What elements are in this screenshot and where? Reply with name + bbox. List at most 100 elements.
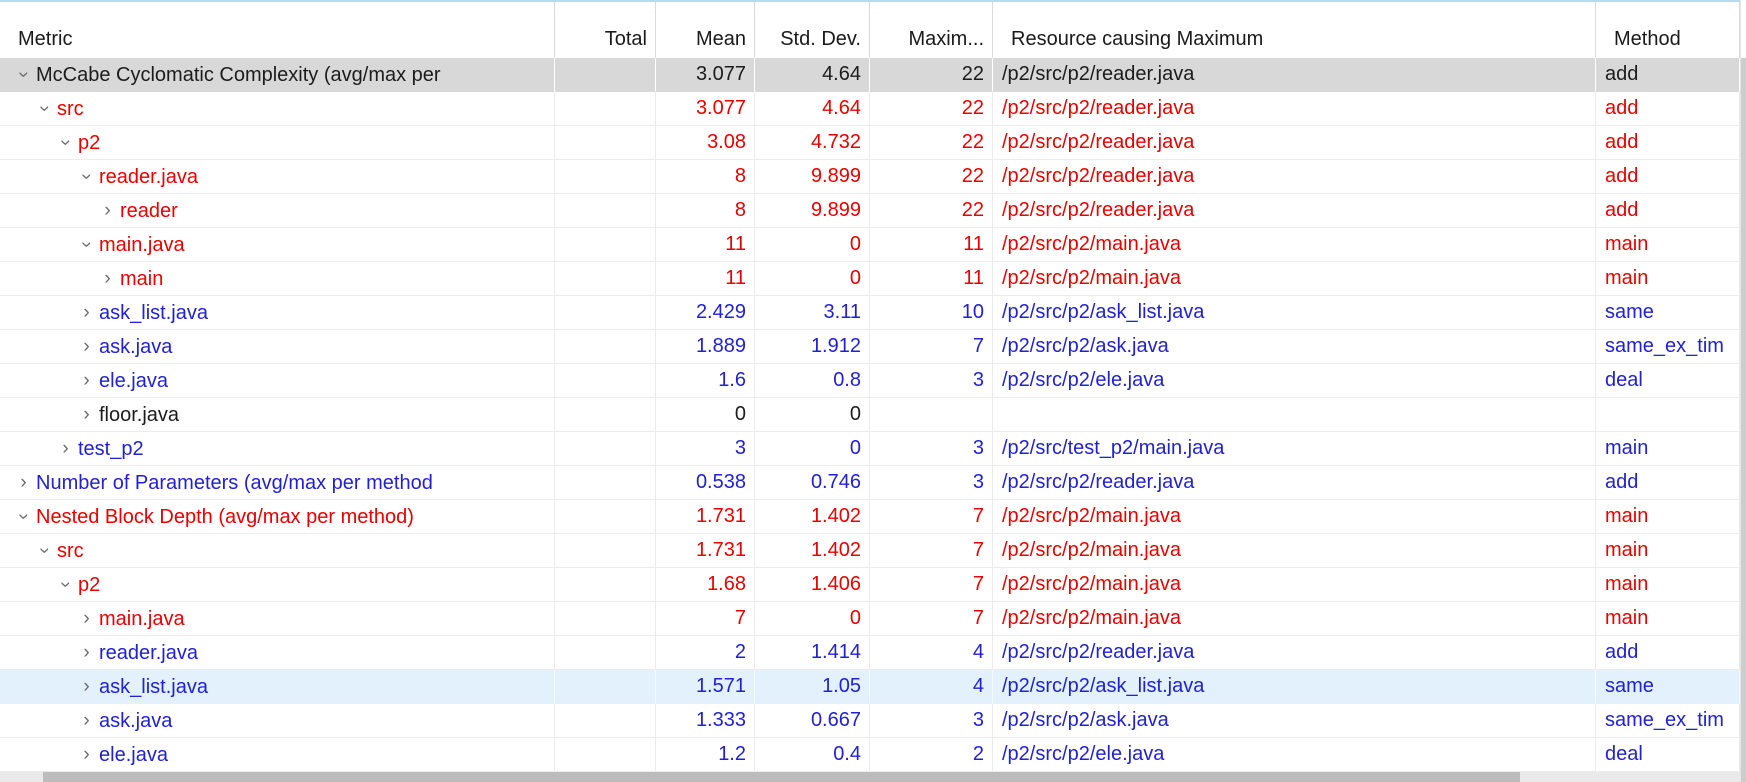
table-row[interactable]: › src 1.731 1.402 7/p2/src/p2/main.java main	[0, 534, 1740, 568]
std-dev-cell: 3.11	[755, 296, 870, 330]
chevron-down-icon[interactable]: ›	[13, 71, 34, 78]
mean-cell: 2	[656, 636, 755, 670]
std-dev-cell: 1.414	[755, 636, 870, 670]
mean-cell: 7	[656, 602, 755, 636]
chevron-right-icon[interactable]: ›	[83, 404, 90, 425]
std-dev-cell: 9.899	[755, 194, 870, 228]
table-row[interactable]: › main.java 7 0 7/p2/src/p2/main.java main	[0, 602, 1740, 636]
maximum-cell: 3	[870, 364, 993, 398]
maximum-cell: 11	[870, 228, 993, 262]
chevron-right-icon[interactable]: ›	[83, 676, 90, 697]
chevron-down-icon[interactable]: ›	[76, 173, 97, 180]
maximum-cell: 3	[870, 432, 993, 466]
metric-label: src	[57, 539, 84, 562]
table-row[interactable]: › ask.java 1.889 1.912 7/p2/src/p2/ask.java s…	[0, 330, 1740, 364]
metric-cell: › p2	[0, 568, 555, 602]
chevron-down-icon[interactable]: ›	[55, 581, 76, 588]
metric-cell: › ask_list.java	[0, 296, 555, 330]
method-cell: main	[1596, 432, 1740, 466]
table-row[interactable]: › floor.java 0 0	[0, 398, 1740, 432]
chevron-right-icon[interactable]: ›	[62, 438, 69, 459]
metric-cell: › test_p2	[0, 432, 555, 466]
resource-cell: /p2/src/p2/ask.java	[993, 330, 1596, 364]
chevron-right-icon[interactable]: ›	[83, 710, 90, 731]
method-cell: deal	[1596, 738, 1740, 772]
column-header-metric[interactable]: Metric	[0, 2, 555, 58]
std-dev-cell: 0	[755, 398, 870, 432]
chevron-right-icon[interactable]: ›	[83, 744, 90, 765]
table-row[interactable]: › main 11 0 11/p2/src/p2/main.java main	[0, 262, 1740, 296]
mean-cell: 11	[656, 228, 755, 262]
vertical-scrollbar-thumb[interactable]	[1741, 58, 1746, 782]
table-row[interactable]: › ele.java 1.2 0.4 2/p2/src/p2/ele.java deal	[0, 738, 1740, 772]
table-row[interactable]: › McCabe Cyclomatic Complexity (avg/max p…	[0, 58, 1740, 92]
table-row[interactable]: › reader 8 9.899 22/p2/src/p2/reader.java add	[0, 194, 1740, 228]
table-row[interactable]: › ele.java 1.6 0.8 3/p2/src/p2/ele.java deal	[0, 364, 1740, 398]
total-cell	[555, 636, 656, 670]
table-row[interactable]: › reader.java 8 9.899 22/p2/src/p2/reader.ja…	[0, 160, 1740, 194]
chevron-down-icon[interactable]: ›	[13, 513, 34, 520]
chevron-right-icon[interactable]: ›	[104, 268, 111, 289]
mean-cell: 1.6	[656, 364, 755, 398]
table-row[interactable]: › src 3.077 4.64 22/p2/src/p2/reader.java add	[0, 92, 1740, 126]
column-header-maximum[interactable]: Maxim...	[870, 2, 993, 58]
chevron-down-icon[interactable]: ›	[34, 547, 55, 554]
horizontal-scrollbar[interactable]	[0, 772, 1740, 782]
table-row[interactable]: › ask_list.java 1.571 1.05 4/p2/src/p2/ask_l…	[0, 670, 1740, 704]
std-dev-cell: 1.402	[755, 500, 870, 534]
std-dev-cell: 1.912	[755, 330, 870, 364]
maximum-cell: 4	[870, 670, 993, 704]
method-cell: add	[1596, 466, 1740, 500]
table-row[interactable]: › p2 3.08 4.732 22/p2/src/p2/reader.java add	[0, 126, 1740, 160]
column-header-std-dev[interactable]: Std. Dev.	[755, 2, 870, 58]
chevron-down-icon[interactable]: ›	[76, 241, 97, 248]
chevron-down-icon[interactable]: ›	[34, 105, 55, 112]
table-row[interactable]: › test_p2 3 0 3/p2/src/test_p2/main.java main	[0, 432, 1740, 466]
table-row[interactable]: › ask.java 1.333 0.667 3/p2/src/p2/ask.java s…	[0, 704, 1740, 738]
metric-label: main.java	[99, 607, 185, 630]
table-row[interactable]: › Nested Block Depth (avg/max per method)…	[0, 500, 1740, 534]
maximum-cell: 22	[870, 92, 993, 126]
metric-cell: › ask_list.java	[0, 670, 555, 704]
table-row[interactable]: › reader.java 2 1.414 4/p2/src/p2/reader.jav…	[0, 636, 1740, 670]
total-cell	[555, 330, 656, 364]
table-body: › McCabe Cyclomatic Complexity (avg/max p…	[0, 58, 1740, 772]
chevron-down-icon[interactable]: ›	[55, 139, 76, 146]
std-dev-cell: 0	[755, 602, 870, 636]
resource-cell: /p2/src/p2/reader.java	[993, 92, 1596, 126]
method-cell: add	[1596, 636, 1740, 670]
metric-label: floor.java	[99, 403, 180, 426]
method-cell	[1596, 398, 1740, 432]
table-row[interactable]: › Number of Parameters (avg/max per metho…	[0, 466, 1740, 500]
column-header-resource[interactable]: Resource causing Maximum	[993, 2, 1596, 58]
method-cell: add	[1596, 160, 1740, 194]
metric-cell: › reader.java	[0, 636, 555, 670]
metric-label: ask_list.java	[99, 675, 208, 698]
maximum-cell	[870, 398, 993, 432]
table-row[interactable]: › ask_list.java 2.429 3.11 10/p2/src/p2/ask_…	[0, 296, 1740, 330]
method-cell: add	[1596, 194, 1740, 228]
maximum-cell: 11	[870, 262, 993, 296]
column-header-mean[interactable]: Mean	[656, 2, 755, 58]
resource-cell: /p2/src/p2/main.java	[993, 262, 1596, 296]
total-cell	[555, 534, 656, 568]
column-header-total[interactable]: Total	[555, 2, 656, 58]
resource-cell: /p2/src/test_p2/main.java	[993, 432, 1596, 466]
metric-cell: › reader.java	[0, 160, 555, 194]
chevron-right-icon[interactable]: ›	[83, 336, 90, 357]
chevron-right-icon[interactable]: ›	[104, 200, 111, 221]
mean-cell: 11	[656, 262, 755, 296]
metric-label: reader.java	[99, 165, 198, 188]
table-row[interactable]: › main.java 11 0 11/p2/src/p2/main.java main	[0, 228, 1740, 262]
vertical-scrollbar[interactable]	[1740, 0, 1746, 782]
method-cell: main	[1596, 262, 1740, 296]
chevron-right-icon[interactable]: ›	[20, 472, 27, 493]
chevron-right-icon[interactable]: ›	[83, 302, 90, 323]
horizontal-scrollbar-thumb[interactable]	[43, 772, 1520, 782]
chevron-right-icon[interactable]: ›	[83, 608, 90, 629]
table-row[interactable]: › p2 1.68 1.406 7/p2/src/p2/main.java main	[0, 568, 1740, 602]
chevron-right-icon[interactable]: ›	[83, 370, 90, 391]
column-header-method[interactable]: Method	[1596, 2, 1740, 58]
chevron-right-icon[interactable]: ›	[83, 642, 90, 663]
